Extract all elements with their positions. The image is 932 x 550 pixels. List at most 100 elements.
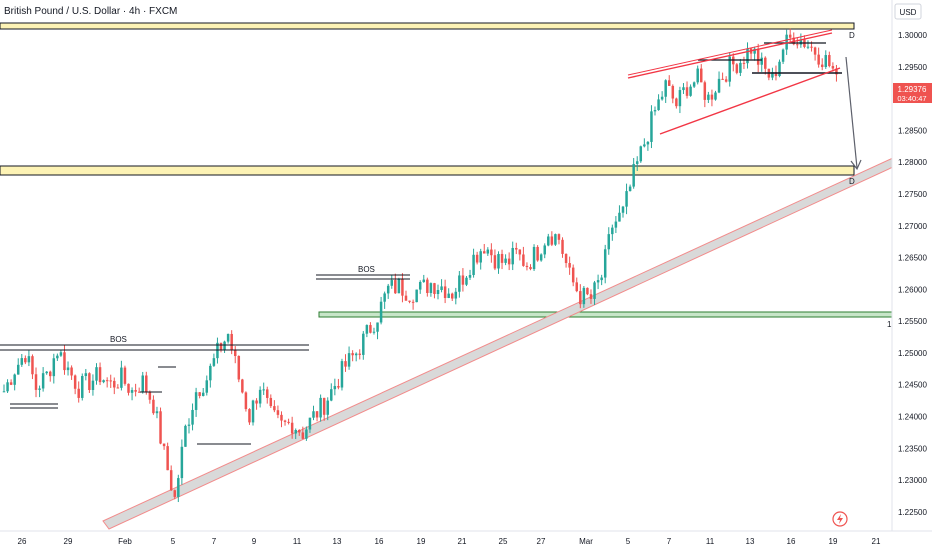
candle-body bbox=[611, 227, 614, 235]
time-tick-label: 7 bbox=[667, 537, 672, 546]
time-tick-label: 21 bbox=[872, 537, 881, 546]
candle-body bbox=[166, 446, 169, 471]
candle-body bbox=[561, 239, 564, 254]
candle-body bbox=[66, 367, 70, 371]
candle-body bbox=[113, 380, 116, 388]
candle-body bbox=[703, 82, 707, 100]
candle-body bbox=[354, 353, 358, 356]
candle-body bbox=[230, 333, 233, 351]
candle-body bbox=[714, 92, 717, 100]
time-tick-label: 11 bbox=[706, 537, 715, 546]
candle-body bbox=[600, 277, 603, 281]
time-tick-label: Mar bbox=[579, 537, 593, 546]
resistance-zone[interactable] bbox=[0, 22, 855, 30]
candle-body bbox=[248, 409, 251, 423]
candle-body bbox=[810, 46, 813, 48]
candle-body bbox=[429, 283, 433, 293]
candle-body bbox=[52, 358, 56, 377]
candle-body bbox=[717, 78, 721, 93]
candle-body bbox=[404, 295, 408, 301]
tradingview-logo[interactable] bbox=[832, 511, 848, 527]
time-tick-label: 5 bbox=[171, 537, 176, 546]
candle-body bbox=[479, 251, 482, 263]
candle-body bbox=[788, 34, 792, 38]
candle-body bbox=[141, 375, 144, 393]
bos-label-mid: BOS bbox=[358, 265, 375, 274]
candle-body bbox=[233, 350, 237, 357]
candle-body bbox=[333, 386, 337, 390]
candle-body bbox=[536, 246, 539, 261]
candle-body bbox=[667, 80, 671, 86]
price-tick-label: 1.25500 bbox=[898, 317, 927, 326]
wedge-lower-line[interactable] bbox=[659, 67, 841, 135]
candle-body bbox=[290, 422, 294, 434]
price-tick-label: 1.29500 bbox=[898, 63, 927, 72]
candle-body bbox=[835, 68, 838, 75]
candle-body bbox=[614, 221, 618, 228]
candle-body bbox=[294, 429, 297, 434]
candle-body bbox=[735, 64, 739, 73]
candle-body bbox=[529, 267, 532, 270]
candle-body bbox=[41, 373, 45, 389]
candle-body bbox=[344, 361, 347, 367]
time-axis-bg[interactable] bbox=[0, 531, 932, 550]
wedge-upper-line-2[interactable] bbox=[627, 29, 833, 76]
candle-body bbox=[209, 365, 212, 381]
candle-body bbox=[81, 376, 84, 398]
candle-body bbox=[358, 353, 361, 355]
edge-label-1h: 1h bbox=[887, 320, 896, 329]
candle-body bbox=[401, 278, 404, 296]
candle-body bbox=[490, 249, 493, 256]
lightning-icon bbox=[837, 514, 843, 524]
projection-arrow[interactable] bbox=[845, 56, 858, 169]
candle-body bbox=[266, 389, 269, 398]
candle-body bbox=[330, 389, 333, 401]
support-zone[interactable] bbox=[318, 311, 893, 318]
candle-body bbox=[394, 280, 397, 294]
price-tick-label: 1.25000 bbox=[898, 349, 927, 358]
candle-body bbox=[24, 358, 27, 363]
candle-body bbox=[91, 380, 95, 390]
time-tick-label: 21 bbox=[458, 537, 467, 546]
candle-body bbox=[351, 353, 354, 356]
candle-body bbox=[95, 367, 98, 381]
currency-badge[interactable] bbox=[894, 3, 922, 20]
candle-body bbox=[557, 234, 561, 240]
price-tick-label: 1.28500 bbox=[898, 126, 927, 135]
candle-body bbox=[632, 163, 635, 187]
time-tick-label: Feb bbox=[118, 537, 132, 546]
candle-body bbox=[308, 417, 312, 430]
time-tick-label: 19 bbox=[829, 537, 838, 546]
candle-body bbox=[198, 392, 201, 396]
time-tick-label: 16 bbox=[787, 537, 796, 546]
candle-body bbox=[159, 411, 162, 444]
candle-body bbox=[493, 255, 497, 269]
wedge-upper-line[interactable] bbox=[627, 32, 833, 79]
candle-body bbox=[102, 380, 105, 383]
candle-body bbox=[88, 373, 91, 390]
demand-zone[interactable] bbox=[0, 165, 855, 176]
candle-body bbox=[283, 420, 287, 422]
candle-body bbox=[205, 380, 209, 393]
candle-body bbox=[49, 371, 52, 377]
candle-body bbox=[347, 353, 351, 367]
candle-body bbox=[27, 356, 31, 363]
candle-body bbox=[806, 46, 810, 48]
symbol-title[interactable]: British Pound / U.S. Dollar · 4h · FXCM bbox=[4, 6, 177, 17]
candle-body bbox=[6, 382, 9, 392]
candle-body bbox=[312, 411, 315, 418]
candle-body bbox=[84, 373, 88, 377]
candle-body bbox=[650, 111, 653, 142]
candle-body bbox=[134, 390, 137, 392]
candle-body bbox=[120, 367, 123, 388]
candle-body bbox=[223, 341, 226, 351]
candle-body bbox=[137, 391, 141, 393]
candle-body bbox=[700, 68, 703, 83]
candle-body bbox=[9, 382, 13, 385]
candle-body bbox=[458, 275, 461, 292]
text-layer: British Pound / U.S. Dollar · 4h · FXCM … bbox=[4, 6, 896, 344]
candle-body bbox=[187, 424, 191, 426]
candle-body bbox=[340, 361, 344, 388]
candle-body bbox=[280, 414, 283, 421]
